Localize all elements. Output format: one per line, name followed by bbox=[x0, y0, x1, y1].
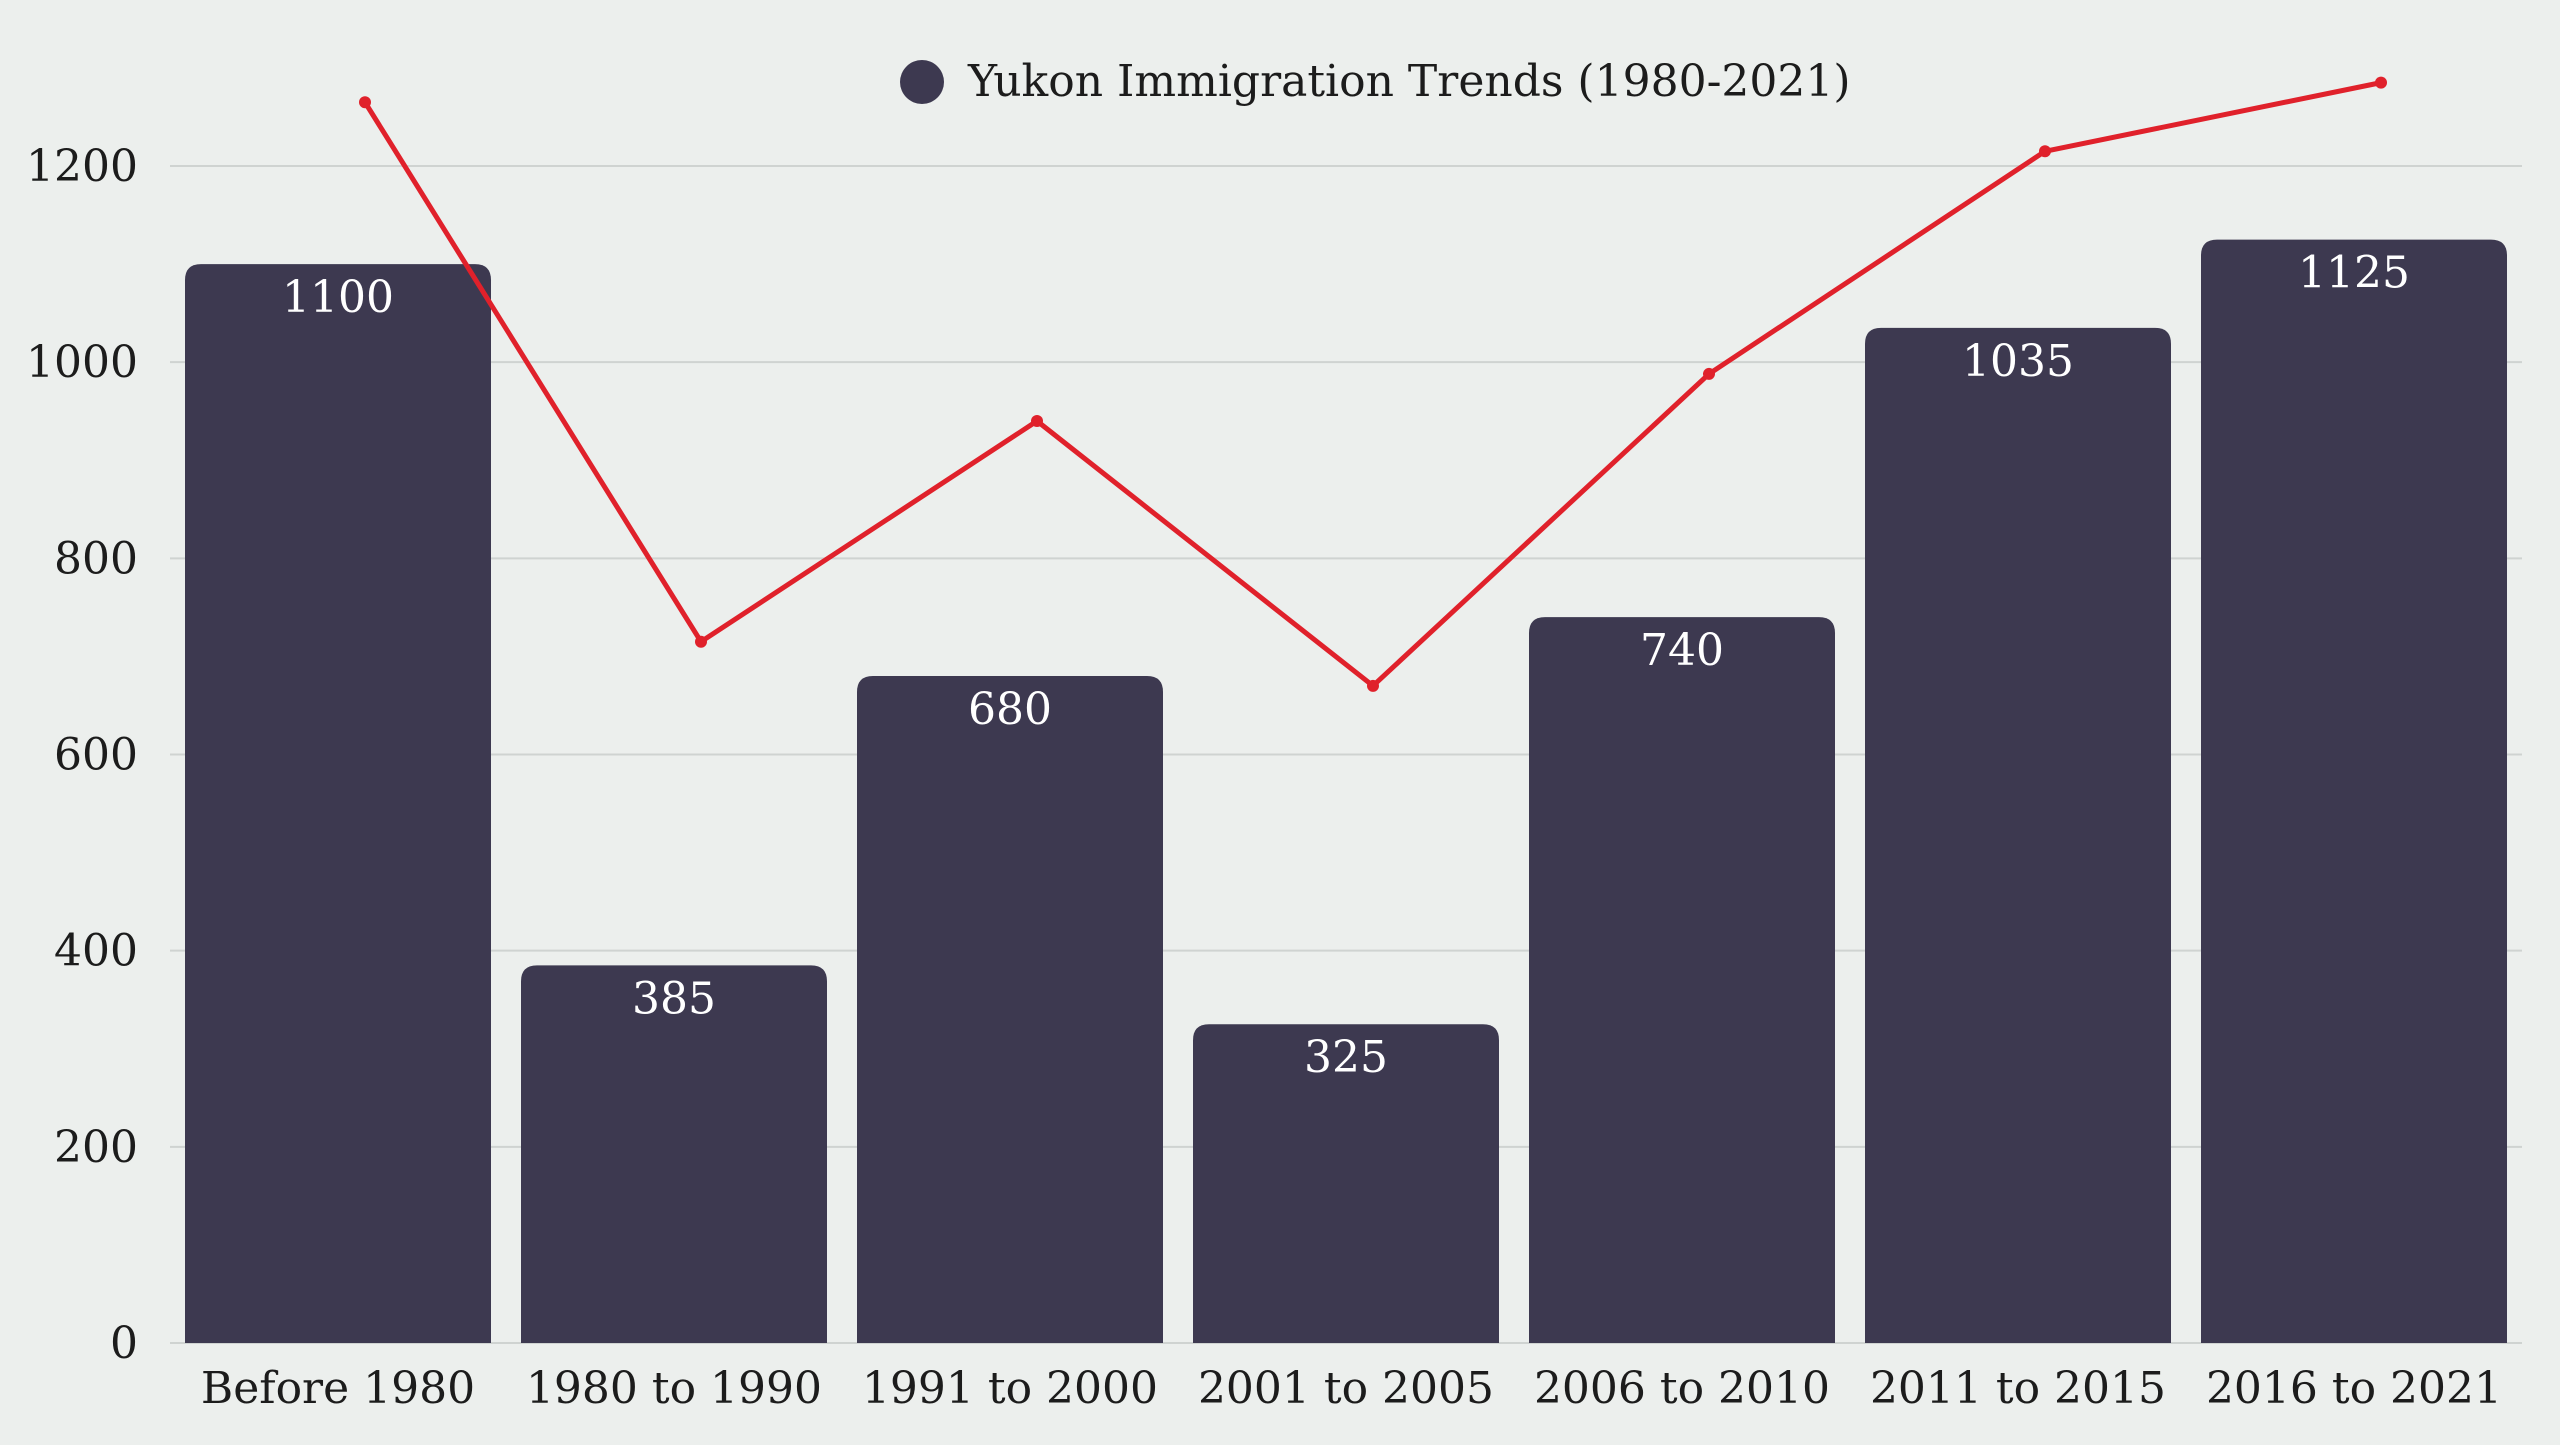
y-tick-label: 1000 bbox=[26, 337, 138, 388]
bar bbox=[1529, 617, 1835, 1343]
bar-value-label: 325 bbox=[1304, 1032, 1388, 1083]
bar bbox=[521, 965, 827, 1343]
trend-line-point bbox=[695, 635, 707, 648]
x-category-label: 2006 to 2010 bbox=[1534, 1363, 1830, 1414]
x-category-label: 2016 to 2021 bbox=[2206, 1363, 2502, 1414]
y-tick-label: 200 bbox=[54, 1122, 138, 1173]
x-axis-categories: Before 1980 1980 to 1990 1991 to 2000 2001 … bbox=[201, 1363, 2502, 1414]
y-tick-label: 800 bbox=[54, 533, 138, 584]
trend-line bbox=[359, 76, 2387, 692]
bar bbox=[2201, 239, 2507, 1343]
y-tick-label: 1200 bbox=[26, 141, 138, 192]
trend-line-point bbox=[1031, 415, 1043, 428]
bar-value-label: 385 bbox=[632, 973, 716, 1024]
bar-value-label: 1125 bbox=[2298, 248, 2410, 299]
x-category-label: 2011 to 2015 bbox=[1870, 1363, 2166, 1414]
bar-value-label: 1100 bbox=[282, 272, 394, 323]
y-tick-label: 0 bbox=[110, 1318, 138, 1369]
bar-value-label: 740 bbox=[1640, 625, 1724, 676]
legend-marker-icon bbox=[900, 60, 944, 104]
bar bbox=[1865, 327, 2171, 1343]
bar bbox=[857, 676, 1163, 1343]
trend-line-point bbox=[2039, 145, 2051, 158]
x-category-label: Before 1980 bbox=[201, 1363, 475, 1414]
bar-value-label: 680 bbox=[968, 684, 1052, 735]
bars bbox=[185, 239, 2507, 1343]
y-tick-label: 600 bbox=[54, 730, 138, 781]
bar bbox=[1193, 1024, 1499, 1343]
trend-line-point bbox=[1703, 367, 1715, 380]
trend-line-point bbox=[2375, 76, 2387, 89]
y-axis-ticks: 0 200 400 600 800 1000 1200 bbox=[26, 141, 138, 1369]
trend-line-point bbox=[359, 96, 371, 109]
legend-label: Yukon Immigration Trends (1980-2021) bbox=[967, 56, 1851, 107]
legend: Yukon Immigration Trends (1980-2021) bbox=[900, 56, 1851, 107]
x-category-label: 1991 to 2000 bbox=[862, 1363, 1158, 1414]
y-tick-label: 400 bbox=[54, 926, 138, 977]
x-category-label: 1980 to 1990 bbox=[526, 1363, 822, 1414]
bar bbox=[185, 264, 491, 1343]
x-category-label: 2001 to 2005 bbox=[1198, 1363, 1494, 1414]
bar-value-labels: 1100 385 680 325 740 1035 1125 bbox=[282, 248, 2410, 1084]
trend-line-point bbox=[1367, 679, 1379, 692]
bar-value-label: 1035 bbox=[1962, 336, 2074, 387]
